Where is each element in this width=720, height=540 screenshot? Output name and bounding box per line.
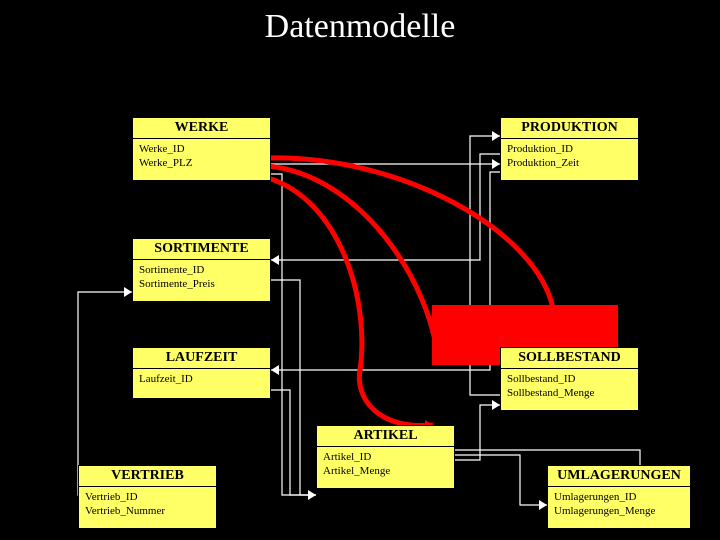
entity-sollbestand: SOLLBESTANDSollbestand_IDSollbestand_Men… xyxy=(500,347,639,411)
entity-field: Produktion_Zeit xyxy=(507,157,632,171)
entity-header: UMLAGERUNGEN xyxy=(548,466,690,487)
entity-body: Sortimente_IDSortimente_Preis xyxy=(133,260,270,296)
page-title: Datenmodelle xyxy=(0,8,720,46)
entity-header: SORTIMENTE xyxy=(133,239,270,260)
entity-header: WERKE xyxy=(133,118,270,139)
entity-field: Vertrieb_Nummer xyxy=(85,505,210,519)
entity-vertrieb: VERTRIEBVertrieb_IDVertrieb_Nummer xyxy=(78,465,217,529)
entity-laufzeit: LAUFZEIT Laufzeit_ID xyxy=(132,347,271,399)
diagram-canvas: Datenmodelle WERKEWerke_IDWerke_PLZPRODU… xyxy=(0,0,720,540)
entity-field: Werke_ID xyxy=(139,143,264,157)
entity-produktion: PRODUKTIONProduktion_IDProduktion_Zeit xyxy=(500,117,639,181)
entity-header: PRODUKTION xyxy=(501,118,638,139)
entity-body: Laufzeit_ID xyxy=(133,369,270,391)
entity-umlagerungen: UMLAGERUNGENUmlagerungen_IDUmlagerungen_… xyxy=(547,465,691,529)
entity-field: Artikel_ID xyxy=(323,451,448,465)
entity-werke: WERKEWerke_IDWerke_PLZ xyxy=(132,117,271,181)
entity-body: Werke_IDWerke_PLZ xyxy=(133,139,270,175)
entity-field: Sollbestand_Menge xyxy=(507,387,632,401)
entity-field: Laufzeit_ID xyxy=(139,373,264,387)
entity-field: Werke_PLZ xyxy=(139,157,264,171)
entity-field: Artikel_Menge xyxy=(323,465,448,479)
entity-field: Sollbestand_ID xyxy=(507,373,632,387)
entity-header: SOLLBESTAND xyxy=(501,348,638,369)
entity-header: VERTRIEB xyxy=(79,466,216,487)
entity-field: Umlagerungen_Menge xyxy=(554,505,684,519)
entity-body: Sollbestand_IDSollbestand_Menge xyxy=(501,369,638,405)
entity-field: Produktion_ID xyxy=(507,143,632,157)
entity-body: Vertrieb_IDVertrieb_Nummer xyxy=(79,487,216,523)
entity-header: LAUFZEIT xyxy=(133,348,270,369)
entity-field: Sortimente_ID xyxy=(139,264,264,278)
entity-field: Sortimente_Preis xyxy=(139,278,264,292)
entity-field: Vertrieb_ID xyxy=(85,491,210,505)
entity-body: Umlagerungen_IDUmlagerungen_Menge xyxy=(548,487,690,523)
entity-body: Produktion_IDProduktion_Zeit xyxy=(501,139,638,175)
entity-artikel: ARTIKELArtikel_IDArtikel_Menge xyxy=(316,425,455,489)
entity-header: ARTIKEL xyxy=(317,426,454,447)
entity-body: Artikel_IDArtikel_Menge xyxy=(317,447,454,483)
entity-sortimente: SORTIMENTESortimente_IDSortimente_Preis xyxy=(132,238,271,302)
entity-field: Umlagerungen_ID xyxy=(554,491,684,505)
